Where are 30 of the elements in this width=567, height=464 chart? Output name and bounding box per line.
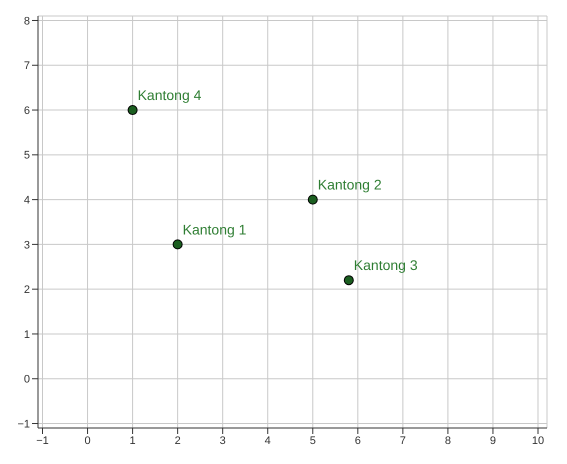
x-tick-label: 9 bbox=[490, 434, 496, 447]
annotation: Kantong 1 bbox=[182, 221, 247, 238]
point bbox=[344, 275, 354, 286]
x-tick-label: 6 bbox=[354, 434, 361, 447]
x-tick-label: 4 bbox=[264, 434, 271, 447]
x-tick-label: 3 bbox=[220, 434, 226, 447]
y-tick-label: 2 bbox=[24, 284, 30, 296]
point bbox=[308, 194, 318, 205]
y-tick-label: 8 bbox=[24, 15, 30, 28]
y-tick-label: 0 bbox=[24, 374, 30, 386]
annotation: Kantong 3 bbox=[354, 257, 418, 274]
y-tick-label: 7 bbox=[24, 60, 30, 72]
x-tick-label: 10 bbox=[532, 434, 544, 447]
y-tick-label: 1 bbox=[24, 328, 30, 341]
y-tick-label: 4 bbox=[24, 194, 30, 207]
annotation: Kantong 2 bbox=[318, 176, 382, 193]
x-tick-label: 7 bbox=[400, 434, 406, 447]
y-tick-label: 3 bbox=[24, 239, 30, 252]
x-tick-label: −1 bbox=[36, 434, 49, 447]
y-tick-label: 5 bbox=[24, 150, 30, 162]
x-tick-label: 2 bbox=[174, 434, 181, 447]
point bbox=[172, 239, 183, 250]
x-tick-label: 1 bbox=[130, 434, 136, 447]
x-tick-label: 8 bbox=[444, 434, 451, 447]
y-tick-label: 6 bbox=[24, 104, 30, 117]
point bbox=[128, 105, 138, 116]
x-tick-label: 5 bbox=[310, 434, 316, 447]
annotation: Kantong 4 bbox=[138, 87, 202, 104]
x-tick-label: 0 bbox=[84, 434, 91, 447]
y-tick-label: −1 bbox=[17, 418, 30, 430]
